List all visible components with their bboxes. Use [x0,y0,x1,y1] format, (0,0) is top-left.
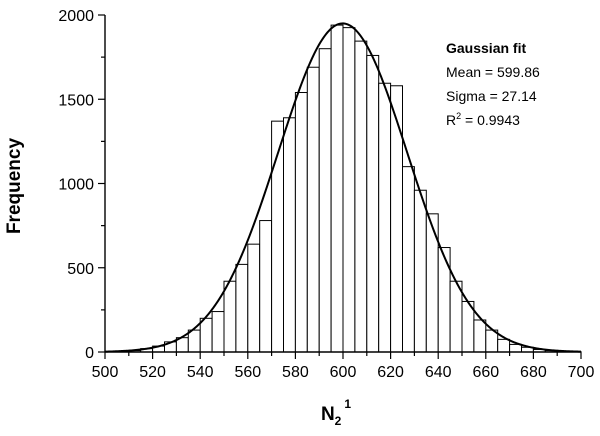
x-tick-label-600: 600 [330,364,357,381]
histogram-bar-22 [366,54,380,353]
histogram-bar-17 [306,66,320,353]
y-tick-label-500: 500 [67,261,94,278]
histogram-bar-29 [449,280,463,353]
y-tick-label-0: 0 [85,345,94,362]
histogram-bar-24 [390,85,404,353]
histogram-bar-23 [378,82,392,353]
histogram-bar-27 [425,213,439,353]
x-axis-title-main: N [321,404,335,425]
y-tick-label-1500: 1500 [58,92,94,109]
histogram-bar-12 [247,243,261,353]
x-axis-title: N21 [321,397,351,428]
x-tick-label-700: 700 [568,364,595,381]
histogram-bar-28 [437,247,451,353]
fit-annotation-sigma: Sigma = 27.14 [446,88,537,104]
y-tick-label-2000: 2000 [58,8,94,25]
x-tick-label-640: 640 [425,364,452,381]
x-tick-label-680: 680 [520,364,547,381]
y-axis-ticks: 0 500 1000 1500 2000 [58,8,105,362]
x-tick-label-580: 580 [282,364,309,381]
histogram-bar-7 [187,329,201,353]
fit-annotation-title: Gaussian fit [446,40,526,56]
x-axis-title-sup: 1 [344,397,351,411]
histogram-bar-33 [497,338,511,353]
x-tick-label-520: 520 [139,364,166,381]
histogram-bar-8 [199,317,213,353]
fit-annotation-mean: Mean = 599.86 [446,64,540,80]
histogram-bar-18 [318,48,332,353]
histogram-bar-20 [342,27,356,353]
x-tick-label-540: 540 [187,364,214,381]
histogram-bars [104,24,582,353]
x-axis-title-sub: 2 [335,414,342,428]
histogram-bar-11 [235,263,249,353]
gaussian-fit-curve [104,22,582,353]
y-tick-label-1000: 1000 [58,177,94,194]
histogram-bar-31 [473,319,487,353]
x-tick-label-620: 620 [377,364,404,381]
histogram-bar-26 [413,189,427,353]
histogram-bar-34 [509,343,523,353]
histogram-bar-16 [294,92,308,353]
x-tick-label-560: 560 [234,364,261,381]
r2-prefix: R [446,112,456,128]
histogram-bar-9 [211,311,225,353]
histogram-bar-15 [283,117,296,353]
y-axis-title: Frequency [4,138,25,235]
r2-sup: 2 [456,111,461,121]
x-tick-label-500: 500 [92,364,119,381]
fit-annotation-r2: R2 = 0.9943 [446,111,520,128]
histogram-bar-19 [330,24,344,353]
histogram-bar-21 [354,40,368,353]
r2-suffix: = 0.9943 [461,112,520,128]
histogram-bar-10 [223,280,237,353]
histogram-bar-13 [259,220,273,353]
x-axis-ticks: 500 520 540 560 580 600 620 640 660 680 700 [92,352,595,381]
x-tick-label-660: 660 [472,364,499,381]
histogram-bar-25 [402,166,415,353]
